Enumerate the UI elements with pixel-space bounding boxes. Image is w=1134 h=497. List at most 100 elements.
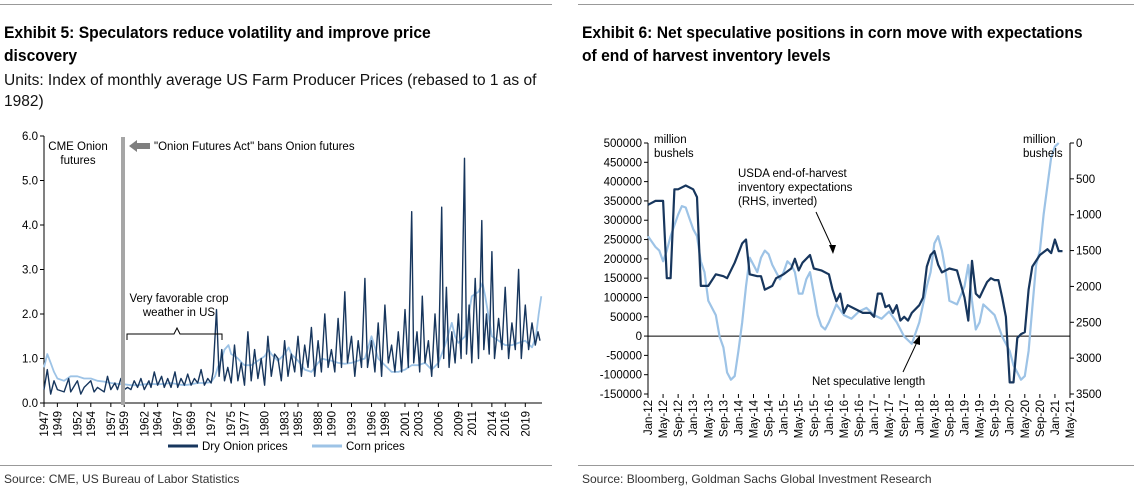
left-y-tick-label: 0 — [636, 331, 642, 343]
legend-dry-onion-label: Dry Onion prices — [202, 441, 288, 453]
usda-label-line1: USDA end-of-harvest — [738, 168, 847, 180]
bottom-rule — [0, 465, 552, 466]
x-tick-label: 2016 — [500, 411, 512, 437]
cme-label-line1: CME Onion — [48, 141, 107, 153]
x-tick-label: 2014 — [487, 410, 499, 436]
right-y-tick-label: 1500 — [1076, 246, 1102, 258]
top-rule — [578, 4, 1134, 5]
right-y-tick-label: 2000 — [1076, 281, 1102, 293]
x-tick-label: 1967 — [173, 411, 185, 437]
x-tick-label: May-12 — [658, 400, 670, 438]
exhibit-6-source: Source: Bloomberg, Goldman Sachs Global … — [582, 472, 932, 486]
x-tick-label: 1959 — [119, 411, 131, 437]
left-y-tick-label: 350000 — [604, 196, 642, 208]
ban-label: "Onion Futures Act" bans Onion futures — [154, 141, 355, 153]
x-tick-label: 1954 — [86, 410, 98, 436]
right-y-tick-label: 1000 — [1076, 210, 1102, 222]
x-tick-label: Jan-12 — [643, 400, 655, 435]
right-y-tick-label: 2500 — [1076, 317, 1102, 329]
y-tick-label: 5.0 — [22, 176, 38, 188]
x-tick-label: 1998 — [380, 411, 392, 437]
y-tick-label: 3.0 — [22, 265, 38, 277]
x-tick-label: Jan-16 — [824, 400, 836, 435]
left-unit-line2: bushels — [654, 148, 694, 160]
usda-pointer — [815, 211, 834, 250]
left-y-tick-label: 450000 — [604, 157, 642, 169]
ban-line — [121, 137, 125, 405]
x-tick-label: 1969 — [186, 411, 198, 437]
right-y-tick-label: 3000 — [1076, 353, 1102, 365]
x-tick-label: 1990 — [326, 411, 338, 437]
x-tick-label: Sep-12 — [673, 400, 685, 437]
weather-label-line1: Very favorable crop — [129, 293, 228, 305]
left-y-tick-label: 300000 — [604, 215, 642, 227]
right-y-tick-label: 500 — [1076, 174, 1095, 186]
bottom-rule — [578, 465, 1134, 466]
x-tick-label: Sep-18 — [944, 400, 956, 437]
left-y-tick-label: 100000 — [604, 292, 642, 304]
left-y-tick-label: 250000 — [604, 235, 642, 247]
x-tick-label: 1993 — [346, 411, 358, 437]
x-tick-label: Sep-15 — [809, 400, 821, 437]
x-tick-label: Jan-15 — [779, 400, 791, 435]
exhibit-6-panel: Exhibit 6: Net speculative positions in … — [578, 0, 1134, 497]
y-tick-label: 1.0 — [22, 354, 38, 366]
left-y-tick-label: 500000 — [604, 138, 642, 150]
x-tick-label: Jan-19 — [960, 400, 972, 435]
x-tick-label: 1975 — [226, 411, 238, 437]
series-line-net-speculative-length — [647, 184, 1063, 384]
x-tick-label: 2001 — [400, 411, 412, 437]
x-tick-label: 1988 — [313, 411, 325, 437]
exhibit-6-title: Exhibit 6: Net speculative positions in … — [582, 23, 1083, 65]
left-unit-line1: million — [654, 134, 687, 146]
x-tick-label: May-17 — [884, 400, 896, 438]
x-tick-label: May-16 — [839, 400, 851, 438]
x-tick-label: 2006 — [433, 411, 445, 437]
x-tick-label: May-19 — [975, 400, 987, 438]
weather-bracket — [126, 326, 223, 340]
right-unit-line2: bushels — [1023, 148, 1063, 160]
exhibit-5-units: Units: Index of monthly average US Farm … — [4, 72, 537, 110]
x-tick-label: May-20 — [1020, 400, 1032, 438]
usda-label-line2: inventory expectations — [738, 182, 853, 194]
net-spec-pointer — [902, 339, 919, 373]
x-tick-label: Sep-19 — [990, 400, 1002, 437]
x-tick-label: Sep-14 — [764, 399, 776, 437]
exhibit-5-source: Source: CME, US Bureau of Labor Statisti… — [4, 472, 240, 486]
x-tick-label: 1983 — [280, 411, 292, 437]
x-tick-label: 2019 — [520, 411, 532, 437]
exhibit-5-title: Exhibit 5: Speculators reduce volatility… — [4, 23, 431, 65]
x-tick-label: 1964 — [153, 410, 165, 436]
x-tick-label: Jan-17 — [869, 400, 881, 435]
y-tick-label: 4.0 — [22, 220, 38, 232]
weather-label-line2: weather in US — [142, 307, 216, 319]
legend-corn-label: Corn prices — [346, 441, 405, 453]
y-tick-label: 2.0 — [22, 309, 38, 321]
right-y-tick-label: 0 — [1076, 138, 1082, 150]
left-y-tick-label: -100000 — [600, 370, 642, 382]
x-tick-label: 1949 — [52, 411, 64, 437]
x-tick-label: Jan-13 — [688, 400, 700, 435]
y-tick-label: 6.0 — [22, 131, 38, 143]
usda-label-line3: (RHS, inverted) — [738, 196, 817, 208]
exhibit-5-chart: 0.0 1.0 2.0 3.0 4.0 5.0 6.0 1947 1949 1952 1954 19… — [22, 131, 543, 453]
net-spec-label: Net speculative length — [812, 376, 925, 388]
x-tick-label: May-18 — [929, 400, 941, 438]
exhibit-6-chart: -150000 -100000 -50000 0 50000 100000 150000 20… — [600, 134, 1102, 438]
cme-label-line2: futures — [60, 155, 95, 167]
x-tick-label: 2009 — [453, 411, 465, 437]
ban-arrow-icon — [129, 140, 150, 152]
left-y-tick-label: -50000 — [606, 350, 642, 362]
x-tick-label: Jan-21 — [1050, 400, 1062, 435]
left-y-tick-label: 50000 — [610, 312, 642, 324]
x-tick-label: 1972 — [206, 411, 218, 437]
x-tick-label: May-15 — [794, 400, 806, 438]
right-y-tick-label: 3500 — [1076, 389, 1102, 401]
net-spec-pointer-head — [913, 335, 920, 345]
right-unit-line1: million — [1023, 134, 1056, 146]
x-tick-label: May-21 — [1065, 400, 1077, 438]
x-tick-label: 2011 — [467, 411, 479, 436]
x-tick-label: 1996 — [367, 411, 379, 437]
x-tick-label: Jan-14 — [733, 399, 745, 435]
x-tick-label: Sep-17 — [899, 400, 911, 437]
